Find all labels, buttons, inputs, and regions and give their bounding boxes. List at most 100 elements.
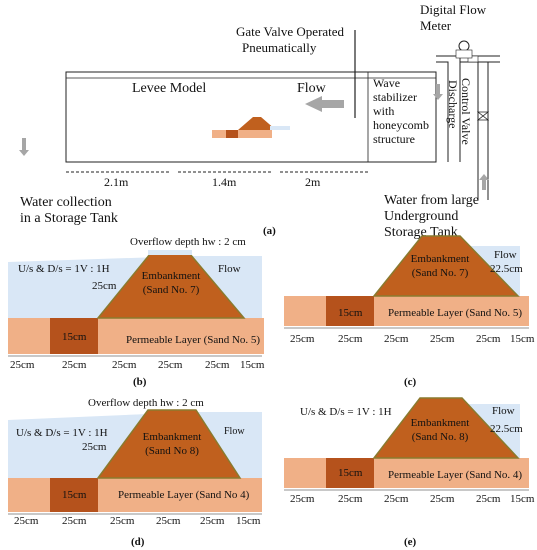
levee-model-label: Levee Model xyxy=(132,81,206,96)
depth-label: 22.5cm xyxy=(490,263,523,275)
permeable-dark-block xyxy=(326,296,374,326)
flow-meter-label-1: Digital Flow xyxy=(420,2,487,17)
embankment-label-1: Embankment xyxy=(411,253,470,265)
dim-6: 15cm xyxy=(236,515,261,527)
layer-thickness-label: 15cm xyxy=(62,489,87,501)
caption-c: (c) xyxy=(404,376,417,388)
panel-b: Overflow depth hw : 2 cm U/s & D/s = 1V … xyxy=(8,236,265,388)
stabilizer-label-5: structure xyxy=(373,132,415,146)
water-collection-label-1: Water collection xyxy=(20,195,112,210)
dim-5: 25cm xyxy=(476,333,501,345)
flow-label: Flow xyxy=(297,81,327,96)
stabilizer-label-4: honeycomb xyxy=(373,118,429,132)
caption-a: (a) xyxy=(263,225,276,237)
dim-5: 25cm xyxy=(476,493,501,505)
discharge-valve-icon xyxy=(476,111,490,121)
dim-3: 25cm xyxy=(112,359,137,371)
permeable-dark-block xyxy=(326,458,374,488)
panel-c: Embankment (Sand No. 7) Flow 22.5cm 15cm… xyxy=(284,235,535,388)
caption-e: (e) xyxy=(404,536,417,548)
stabilizer-label-3: with xyxy=(373,104,394,118)
layer-thickness-label: 15cm xyxy=(62,331,87,343)
permeable-dark-block xyxy=(50,478,98,512)
discharge-valve-label-1: Discharge xyxy=(446,80,460,128)
dim-1: 25cm xyxy=(10,359,35,371)
dim-1: 25cm xyxy=(14,515,39,527)
water-body xyxy=(8,412,262,478)
permeable-label: Permeable Layer (Sand No. 5) xyxy=(388,307,522,319)
dim-2: 25cm xyxy=(338,333,363,345)
caption-b: (b) xyxy=(133,376,147,388)
flow-meter-icon xyxy=(458,40,470,52)
dim-2: 25cm xyxy=(62,515,87,527)
layer-thickness-label: 15cm xyxy=(338,307,363,319)
height-label: 25cm xyxy=(82,441,107,453)
caption-d: (d) xyxy=(131,536,145,548)
embankment-label-2: (Sand No. 7) xyxy=(412,267,469,279)
permeable-layer xyxy=(284,458,529,488)
overflow-label: Overflow depth hw : 2 cm xyxy=(88,397,204,409)
slope-label: U/s & D/s = 1V : 1H xyxy=(300,406,392,418)
embankment-label-2: (Sand No. 8) xyxy=(412,431,469,443)
embankment-label-1: Embankment xyxy=(411,417,470,429)
depth-label: 22.5cm xyxy=(490,423,523,435)
dim-6: 15cm xyxy=(510,493,535,505)
embankment xyxy=(372,235,520,297)
embankment-label-1: Embankment xyxy=(142,270,201,282)
slope-label: U/s & D/s = 1V : 1H xyxy=(18,263,110,275)
permeable-label: Permeable Layer (Sand No 4) xyxy=(118,489,250,501)
height-label: 25cm xyxy=(92,280,117,292)
flume-outline xyxy=(65,71,437,163)
permeable-layer xyxy=(284,296,529,326)
dim-4: 25cm xyxy=(430,493,455,505)
permeable-dark-block xyxy=(50,318,98,354)
overflow-label: Overflow depth hw : 2 cm xyxy=(130,236,246,248)
flow-label: Flow xyxy=(494,249,517,261)
dim-1: 25cm xyxy=(290,493,315,505)
stabilizer-label-2: stabilizer xyxy=(373,90,417,104)
dim-4: 25cm xyxy=(158,359,183,371)
dim-5: 25cm xyxy=(200,515,225,527)
dim-6: 15cm xyxy=(510,333,535,345)
model-permeable-layer xyxy=(212,130,272,138)
stabilizer-label-1: Wave xyxy=(373,76,400,90)
water-source-label-2: Underground xyxy=(384,209,458,224)
panel-e: U/s & D/s = 1V : 1H Embankment (Sand No.… xyxy=(284,397,535,548)
water-body xyxy=(8,256,262,318)
flow-meter-label-2: Meter xyxy=(420,18,452,33)
flow-label: Flow xyxy=(218,263,241,275)
panel-a-flume: Gate Valve Operated Pneumatically Digita… xyxy=(19,2,500,240)
layer-thickness-label: 15cm xyxy=(338,467,363,479)
dim-6: 15cm xyxy=(240,359,265,371)
dim-2: 25cm xyxy=(62,359,87,371)
discharge-valve-label-2: Control Valve xyxy=(459,78,473,145)
dim-5: 25cm xyxy=(205,359,230,371)
dim-3: 25cm xyxy=(384,493,409,505)
dim-14m: 1.4m xyxy=(212,175,237,189)
water-source-label-1: Water from large xyxy=(384,193,479,208)
gate-valve-label-2: Pneumatically xyxy=(242,40,317,55)
embankment xyxy=(96,409,242,479)
embankment-label-1: Embankment xyxy=(143,431,202,443)
permeable-label: Permeable Layer (Sand No. 5) xyxy=(126,334,260,346)
model-embankment xyxy=(238,117,276,130)
panel-d: Overflow depth hw : 2 cm U/s & D/s = 1V … xyxy=(8,397,262,548)
dim-1: 25cm xyxy=(290,333,315,345)
slope-label: U/s & D/s = 1V : 1H xyxy=(16,427,108,439)
dim-2m: 2m xyxy=(305,175,321,189)
embankment-label-2: (Sand No 8) xyxy=(145,445,199,457)
flow-label: Flow xyxy=(224,426,245,437)
water-collection-label-2: in a Storage Tank xyxy=(20,211,118,226)
flow-arrow xyxy=(305,96,344,112)
embankment xyxy=(372,397,520,459)
flow-label: Flow xyxy=(492,405,515,417)
dim-2: 25cm xyxy=(338,493,363,505)
embankment-label-2: (Sand No. 7) xyxy=(143,284,200,296)
dim-3: 25cm xyxy=(110,515,135,527)
dim-4: 25cm xyxy=(156,515,181,527)
gate-valve-label-1: Gate Valve Operated xyxy=(236,24,345,39)
permeable-label: Permeable Layer (Sand No. 4) xyxy=(388,469,522,481)
dim-4: 25cm xyxy=(430,333,455,345)
dim-3: 25cm xyxy=(384,333,409,345)
